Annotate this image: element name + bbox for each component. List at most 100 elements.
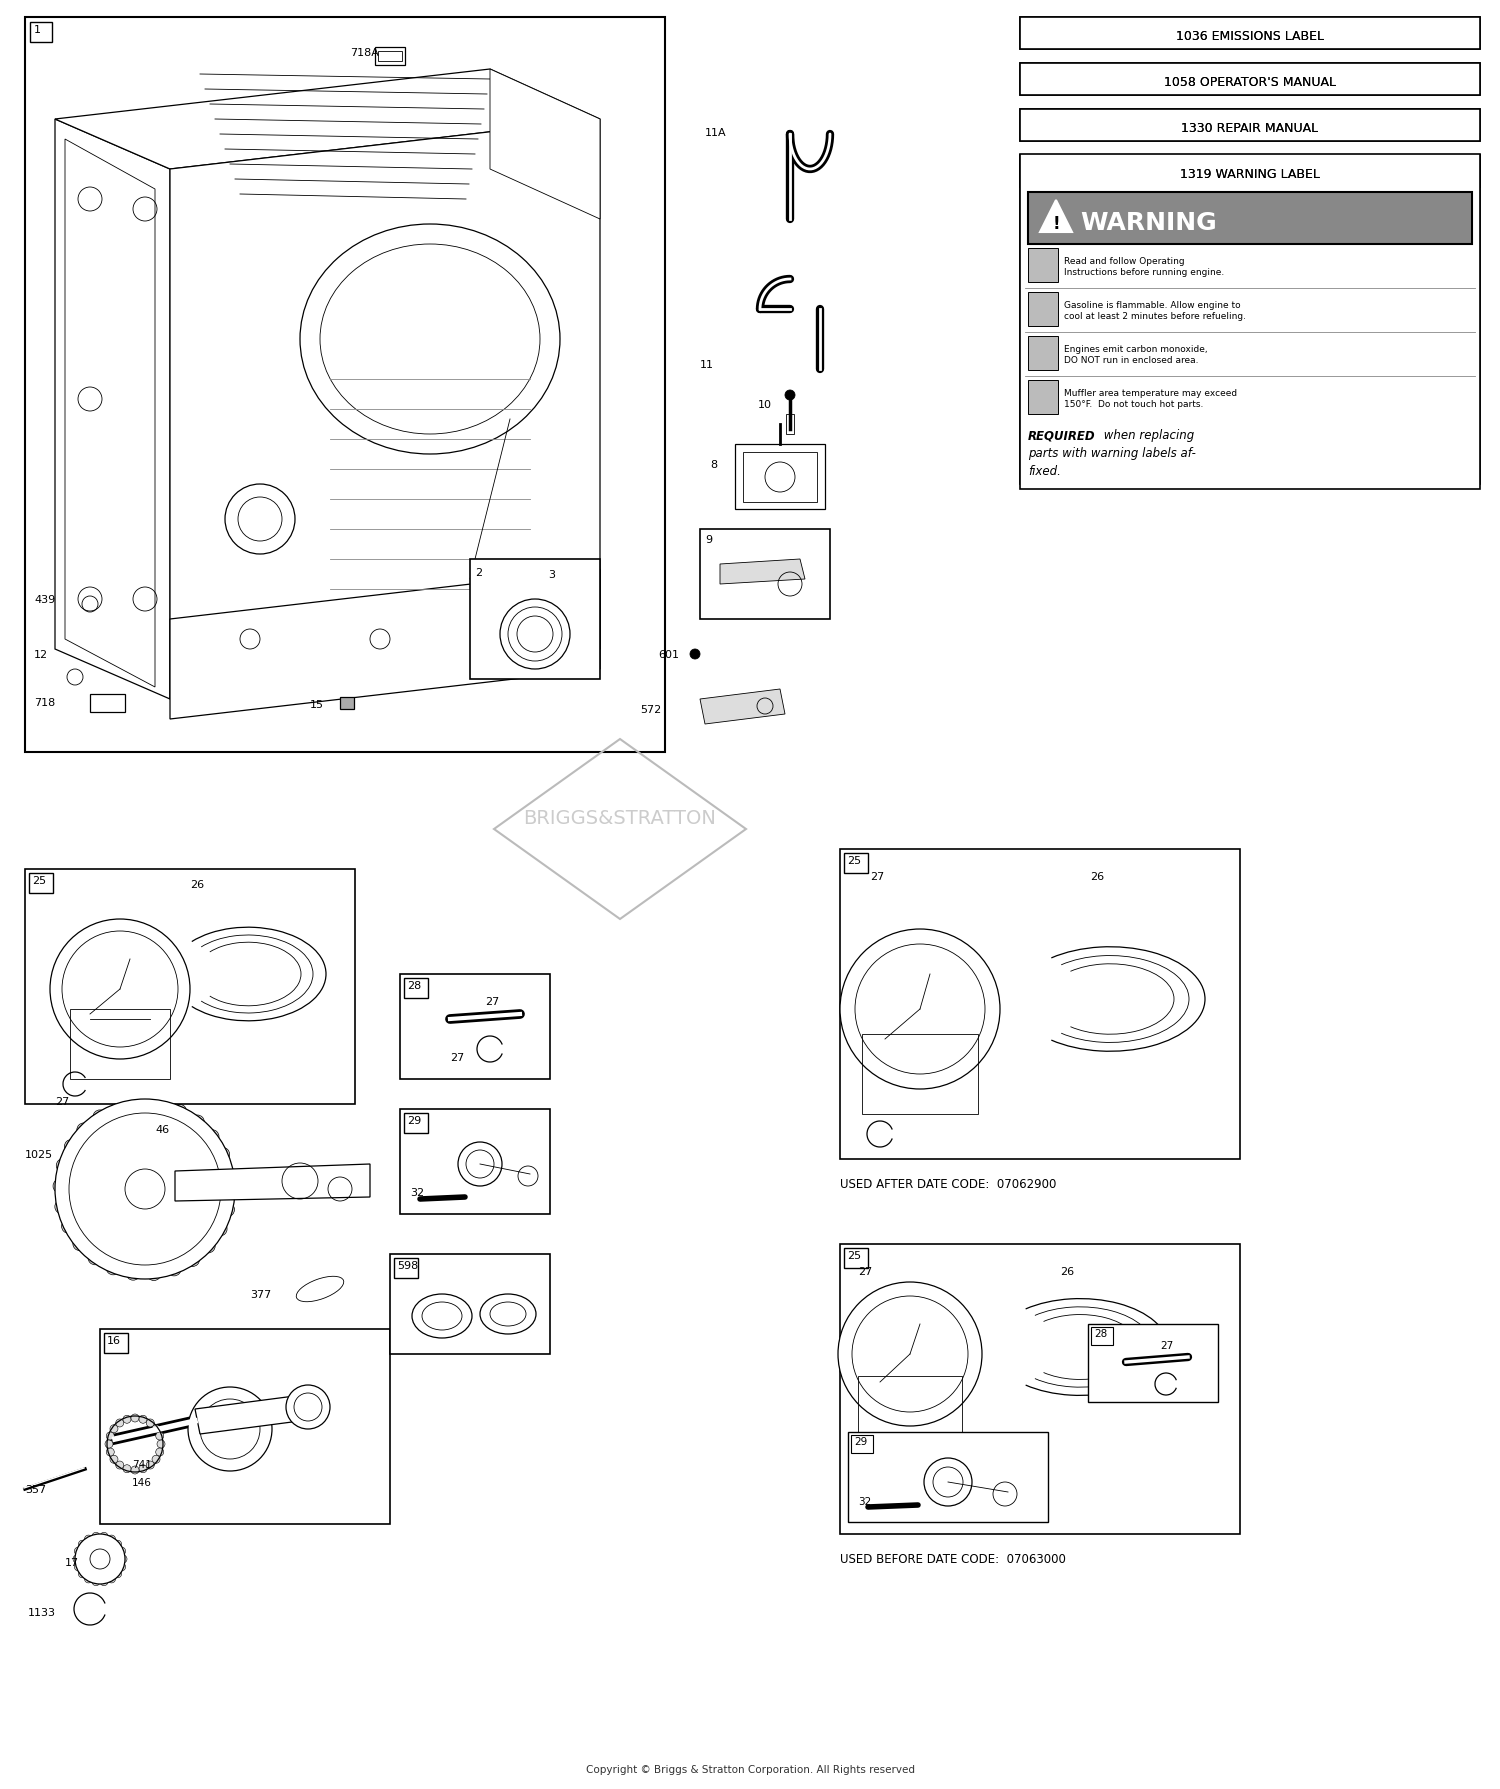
Polygon shape	[1040, 200, 1072, 233]
Bar	[100, 1329, 390, 1524]
Circle shape	[123, 1465, 130, 1472]
Text: 25: 25	[847, 855, 861, 866]
Bar	[1020, 156, 1480, 188]
Bar	[1028, 336, 1057, 370]
Bar	[1020, 156, 1480, 490]
Circle shape	[190, 1115, 204, 1129]
Text: 12: 12	[34, 649, 48, 660]
Circle shape	[62, 1220, 75, 1234]
Text: 598: 598	[398, 1259, 418, 1270]
Bar	[1028, 293, 1057, 327]
Ellipse shape	[690, 649, 700, 660]
Circle shape	[172, 1106, 186, 1118]
Circle shape	[75, 1535, 124, 1583]
Text: 572: 572	[640, 705, 662, 714]
Text: 601: 601	[658, 649, 680, 660]
Text: 27: 27	[870, 871, 885, 882]
Circle shape	[123, 1415, 130, 1424]
Text: 29: 29	[406, 1115, 422, 1125]
Bar	[1088, 1324, 1218, 1403]
Circle shape	[152, 1424, 160, 1433]
Text: 3: 3	[548, 569, 555, 580]
Bar	[26, 18, 664, 753]
Text: 28: 28	[406, 980, 422, 991]
Bar	[400, 1109, 550, 1215]
Text: 1058 OPERATOR'S MANUAL: 1058 OPERATOR'S MANUAL	[1164, 75, 1336, 88]
Circle shape	[156, 1449, 164, 1456]
Circle shape	[100, 1533, 108, 1540]
Text: USED BEFORE DATE CODE:  07063000: USED BEFORE DATE CODE: 07063000	[840, 1553, 1066, 1565]
Text: 1: 1	[34, 25, 40, 36]
Circle shape	[840, 930, 1001, 1090]
Bar	[404, 979, 427, 998]
Circle shape	[106, 1449, 114, 1456]
Text: 29: 29	[853, 1437, 867, 1446]
Bar	[400, 975, 550, 1079]
Bar	[1020, 156, 1480, 188]
Polygon shape	[195, 1394, 315, 1435]
Bar	[30, 23, 52, 43]
Text: 27: 27	[858, 1267, 873, 1276]
Circle shape	[75, 1547, 82, 1555]
Bar	[1020, 64, 1480, 97]
Text: 2: 2	[476, 567, 482, 578]
Circle shape	[92, 1578, 100, 1585]
Text: 9: 9	[705, 535, 712, 544]
Bar	[90, 694, 124, 712]
Circle shape	[106, 1433, 114, 1440]
Text: Muffler area temperature may exceed
150°F.  Do not touch hot parts.: Muffler area temperature may exceed 150°…	[1064, 388, 1238, 408]
Circle shape	[206, 1131, 219, 1143]
Text: USED AFTER DATE CODE:  07062900: USED AFTER DATE CODE: 07062900	[840, 1177, 1056, 1190]
Bar	[378, 52, 402, 63]
Circle shape	[56, 1200, 69, 1215]
Text: 439: 439	[34, 594, 56, 605]
Circle shape	[140, 1465, 147, 1472]
Circle shape	[213, 1222, 226, 1236]
Circle shape	[53, 1179, 68, 1193]
Bar	[28, 873, 53, 893]
Text: 32: 32	[410, 1188, 424, 1197]
Text: 16: 16	[106, 1335, 122, 1345]
Circle shape	[130, 1415, 140, 1422]
Circle shape	[84, 1574, 93, 1583]
Circle shape	[92, 1533, 100, 1540]
Circle shape	[222, 1168, 236, 1181]
Circle shape	[130, 1467, 140, 1474]
Circle shape	[106, 1261, 120, 1276]
Text: 1330 REPAIR MANUAL: 1330 REPAIR MANUAL	[1182, 122, 1318, 134]
Text: 718: 718	[34, 698, 56, 708]
Bar	[1020, 64, 1480, 97]
Circle shape	[76, 1123, 92, 1138]
Circle shape	[64, 1140, 78, 1154]
Bar	[847, 1433, 1048, 1522]
Circle shape	[78, 1571, 87, 1578]
Bar	[404, 1113, 427, 1134]
Circle shape	[118, 1555, 128, 1564]
Text: 27: 27	[1160, 1340, 1173, 1351]
Bar	[104, 1333, 128, 1352]
Bar	[844, 1249, 868, 1268]
Text: 146: 146	[132, 1478, 152, 1487]
Text: 17: 17	[64, 1556, 80, 1567]
Text: 27: 27	[484, 996, 500, 1007]
Bar	[390, 1254, 550, 1354]
Circle shape	[224, 1183, 237, 1197]
Bar	[742, 453, 818, 503]
Text: WARNING: WARNING	[1080, 211, 1216, 234]
Circle shape	[147, 1419, 154, 1428]
Bar	[470, 560, 600, 680]
Polygon shape	[170, 569, 600, 719]
Text: 11: 11	[700, 360, 714, 370]
Bar	[735, 445, 825, 510]
Circle shape	[153, 1098, 166, 1113]
Text: 1133: 1133	[28, 1607, 56, 1617]
Text: when replacing: when replacing	[1100, 429, 1194, 442]
Bar	[1090, 1327, 1113, 1345]
Circle shape	[116, 1462, 123, 1469]
Text: 1058 OPERATOR'S MANUAL: 1058 OPERATOR'S MANUAL	[1164, 75, 1336, 88]
Bar	[850, 1435, 873, 1453]
Circle shape	[111, 1102, 126, 1116]
Circle shape	[114, 1571, 122, 1578]
Text: 357: 357	[26, 1485, 46, 1494]
Text: 26: 26	[1060, 1267, 1074, 1276]
